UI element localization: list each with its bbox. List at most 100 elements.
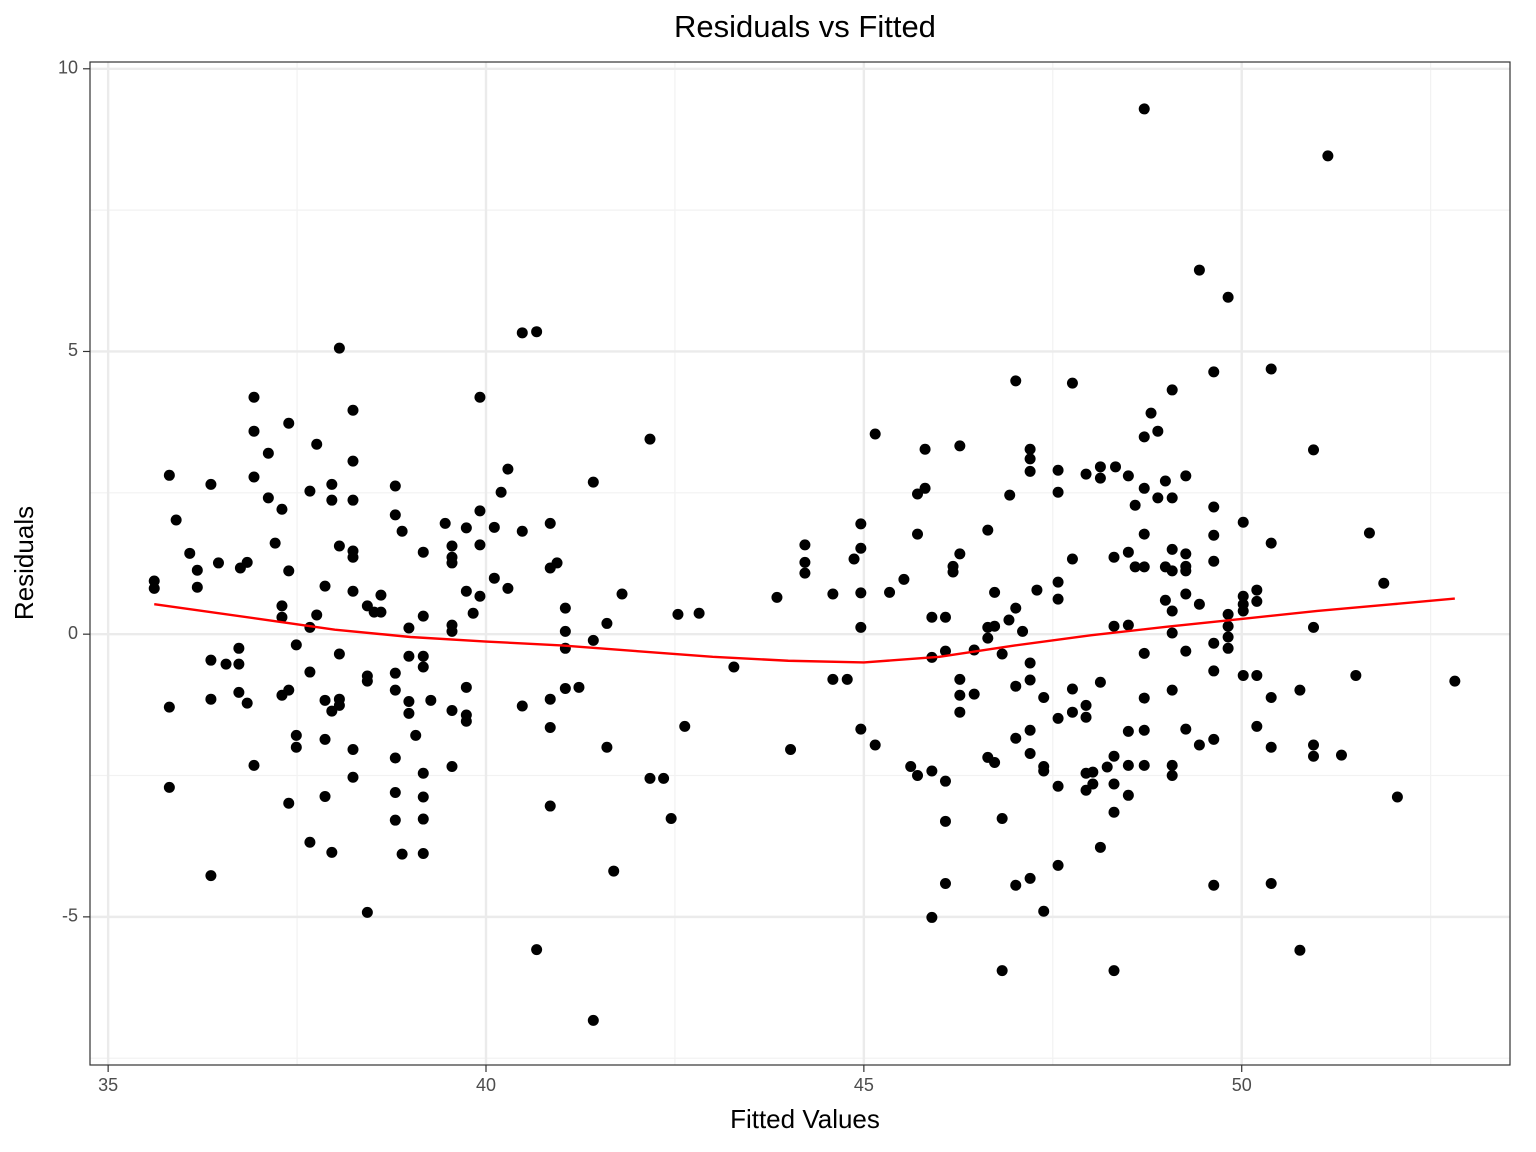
point bbox=[488, 572, 500, 584]
point bbox=[939, 611, 951, 623]
point bbox=[460, 585, 472, 597]
point bbox=[1087, 778, 1099, 790]
point bbox=[1180, 588, 1192, 600]
x-axis-title: Fitted Values bbox=[730, 1104, 880, 1134]
point bbox=[248, 471, 260, 483]
point bbox=[1237, 516, 1249, 528]
point bbox=[996, 648, 1008, 660]
point bbox=[1122, 789, 1134, 801]
point bbox=[1222, 631, 1234, 643]
point bbox=[1108, 620, 1120, 632]
chart-title: Residuals vs Fitted bbox=[674, 9, 936, 44]
point bbox=[1166, 605, 1178, 617]
point bbox=[1208, 879, 1220, 891]
point bbox=[248, 425, 260, 437]
point bbox=[1180, 723, 1192, 735]
point bbox=[417, 546, 429, 558]
point bbox=[1166, 492, 1178, 504]
point bbox=[347, 455, 359, 467]
point bbox=[1024, 453, 1036, 465]
point bbox=[403, 695, 415, 707]
point bbox=[644, 772, 656, 784]
point bbox=[1004, 489, 1016, 501]
point bbox=[417, 661, 429, 673]
point bbox=[516, 525, 528, 537]
point bbox=[601, 741, 613, 753]
point bbox=[319, 790, 331, 802]
point bbox=[1094, 472, 1106, 484]
point bbox=[1110, 461, 1122, 473]
point bbox=[333, 648, 345, 660]
point bbox=[1066, 706, 1078, 718]
point bbox=[389, 814, 401, 826]
point bbox=[347, 771, 359, 783]
point bbox=[989, 586, 1001, 598]
point bbox=[799, 539, 811, 551]
point bbox=[460, 522, 472, 534]
point bbox=[1363, 527, 1375, 539]
point bbox=[1193, 739, 1205, 751]
point bbox=[1208, 637, 1220, 649]
point bbox=[827, 673, 839, 685]
point bbox=[982, 632, 994, 644]
point bbox=[326, 478, 338, 490]
point bbox=[939, 645, 951, 657]
point bbox=[1024, 747, 1036, 759]
point bbox=[1024, 674, 1036, 686]
point bbox=[1152, 492, 1164, 504]
point bbox=[1222, 608, 1234, 620]
point bbox=[989, 757, 1001, 769]
point bbox=[855, 518, 867, 530]
point bbox=[417, 848, 429, 860]
point bbox=[319, 580, 331, 592]
point bbox=[389, 786, 401, 798]
point bbox=[905, 760, 917, 772]
point bbox=[389, 509, 401, 521]
point bbox=[1180, 565, 1192, 577]
point bbox=[163, 701, 175, 713]
point bbox=[283, 417, 295, 429]
point bbox=[474, 539, 486, 551]
point bbox=[233, 686, 245, 698]
point bbox=[1052, 464, 1064, 476]
point bbox=[1350, 669, 1362, 681]
point bbox=[1138, 724, 1150, 736]
point bbox=[1138, 103, 1150, 115]
point bbox=[1308, 444, 1320, 456]
x-tick-label: 35 bbox=[98, 1075, 118, 1095]
point bbox=[855, 621, 867, 633]
y-tick-label: 10 bbox=[58, 58, 78, 78]
point bbox=[502, 463, 514, 475]
point bbox=[1208, 366, 1220, 378]
point bbox=[855, 723, 867, 735]
point bbox=[205, 478, 217, 490]
point bbox=[269, 537, 281, 549]
point bbox=[1122, 546, 1134, 558]
point bbox=[1101, 761, 1113, 773]
point bbox=[954, 673, 966, 685]
point bbox=[1010, 732, 1022, 744]
point bbox=[1094, 461, 1106, 473]
point bbox=[693, 607, 705, 619]
point bbox=[319, 694, 331, 706]
point bbox=[1208, 529, 1220, 541]
point bbox=[290, 741, 302, 753]
point bbox=[1166, 384, 1178, 396]
point bbox=[996, 812, 1008, 824]
point bbox=[1193, 598, 1205, 610]
point bbox=[841, 673, 853, 685]
point bbox=[1122, 619, 1134, 631]
point bbox=[326, 494, 338, 506]
point bbox=[403, 707, 415, 719]
point bbox=[326, 846, 338, 858]
point bbox=[855, 587, 867, 599]
point bbox=[1010, 879, 1022, 891]
y-tick-label: 0 bbox=[68, 623, 78, 643]
point bbox=[326, 705, 338, 717]
point bbox=[544, 721, 556, 733]
point bbox=[954, 689, 966, 701]
point bbox=[1122, 725, 1134, 737]
point bbox=[939, 878, 951, 890]
point bbox=[1251, 595, 1263, 607]
